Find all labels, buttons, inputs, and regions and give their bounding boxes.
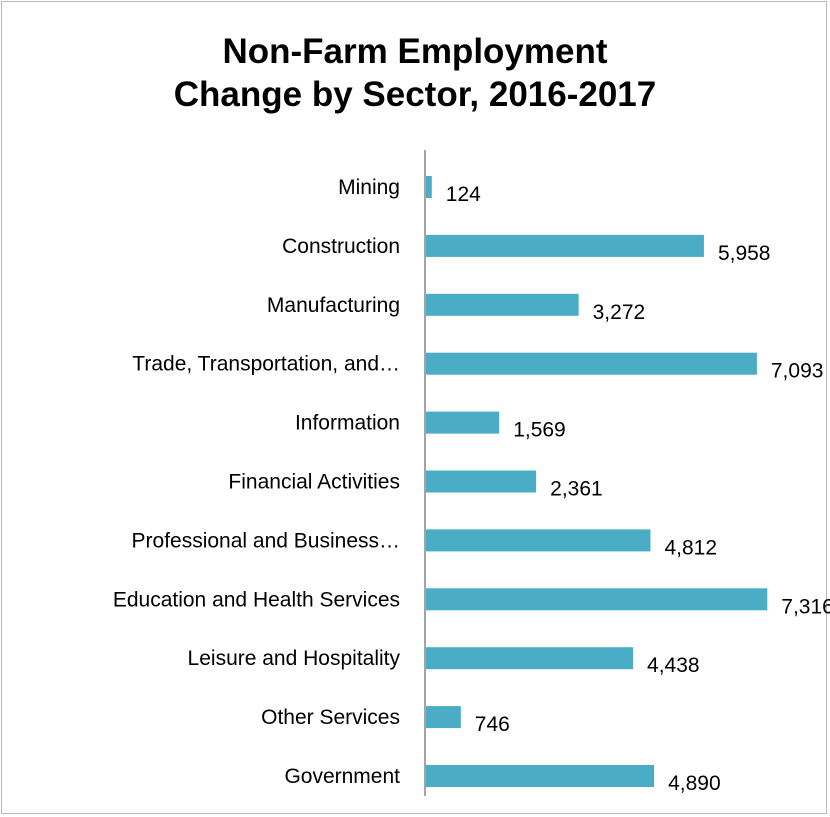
bars-layer xyxy=(426,176,768,787)
category-label-3: Trade, Transportation, and… xyxy=(132,353,400,376)
category-label-9: Other Services xyxy=(261,706,400,729)
category-label-4: Information xyxy=(295,412,400,435)
bar-5 xyxy=(426,470,537,493)
category-label-7: Education and Health Services xyxy=(113,588,400,611)
value-label-0: 124 xyxy=(446,183,481,206)
value-label-2: 3,272 xyxy=(593,301,646,324)
bar-6 xyxy=(426,529,651,552)
chart-title: Non-Farm Employment Change by Sector, 20… xyxy=(0,30,830,116)
value-label-7: 7,316 xyxy=(781,595,830,618)
category-label-6: Professional and Business… xyxy=(132,529,400,552)
chart-title-line-1: Non-Farm Employment xyxy=(222,32,608,71)
chart-title-line-2: Change by Sector, 2016-2017 xyxy=(173,75,657,114)
bar-8 xyxy=(426,647,634,670)
value-label-6: 4,812 xyxy=(664,536,717,559)
bar-9 xyxy=(426,706,461,729)
bar-2 xyxy=(426,293,579,316)
category-label-1: Construction xyxy=(282,235,400,258)
value-label-1: 5,958 xyxy=(718,242,771,265)
bar-1 xyxy=(426,234,704,257)
value-label-3: 7,093 xyxy=(771,360,824,383)
category-label-5: Financial Activities xyxy=(228,471,400,494)
category-label-2: Manufacturing xyxy=(267,294,400,317)
bar-4 xyxy=(426,411,500,434)
bar-7 xyxy=(426,588,768,611)
value-label-8: 4,438 xyxy=(647,654,700,677)
bar-0 xyxy=(426,176,432,198)
value-label-4: 1,569 xyxy=(513,419,566,442)
bar-3 xyxy=(426,352,757,375)
value-label-10: 4,890 xyxy=(668,772,721,795)
labels-layer: Mining 124 Construction 5,958 Manufacturing 3… xyxy=(113,176,830,795)
category-label-8: Leisure and Hospitality xyxy=(188,647,401,670)
bar-10 xyxy=(426,765,655,787)
value-label-9: 746 xyxy=(475,713,510,736)
value-label-5: 2,361 xyxy=(550,478,603,501)
category-label-0: Mining xyxy=(338,176,400,199)
category-label-10: Government xyxy=(284,765,400,788)
